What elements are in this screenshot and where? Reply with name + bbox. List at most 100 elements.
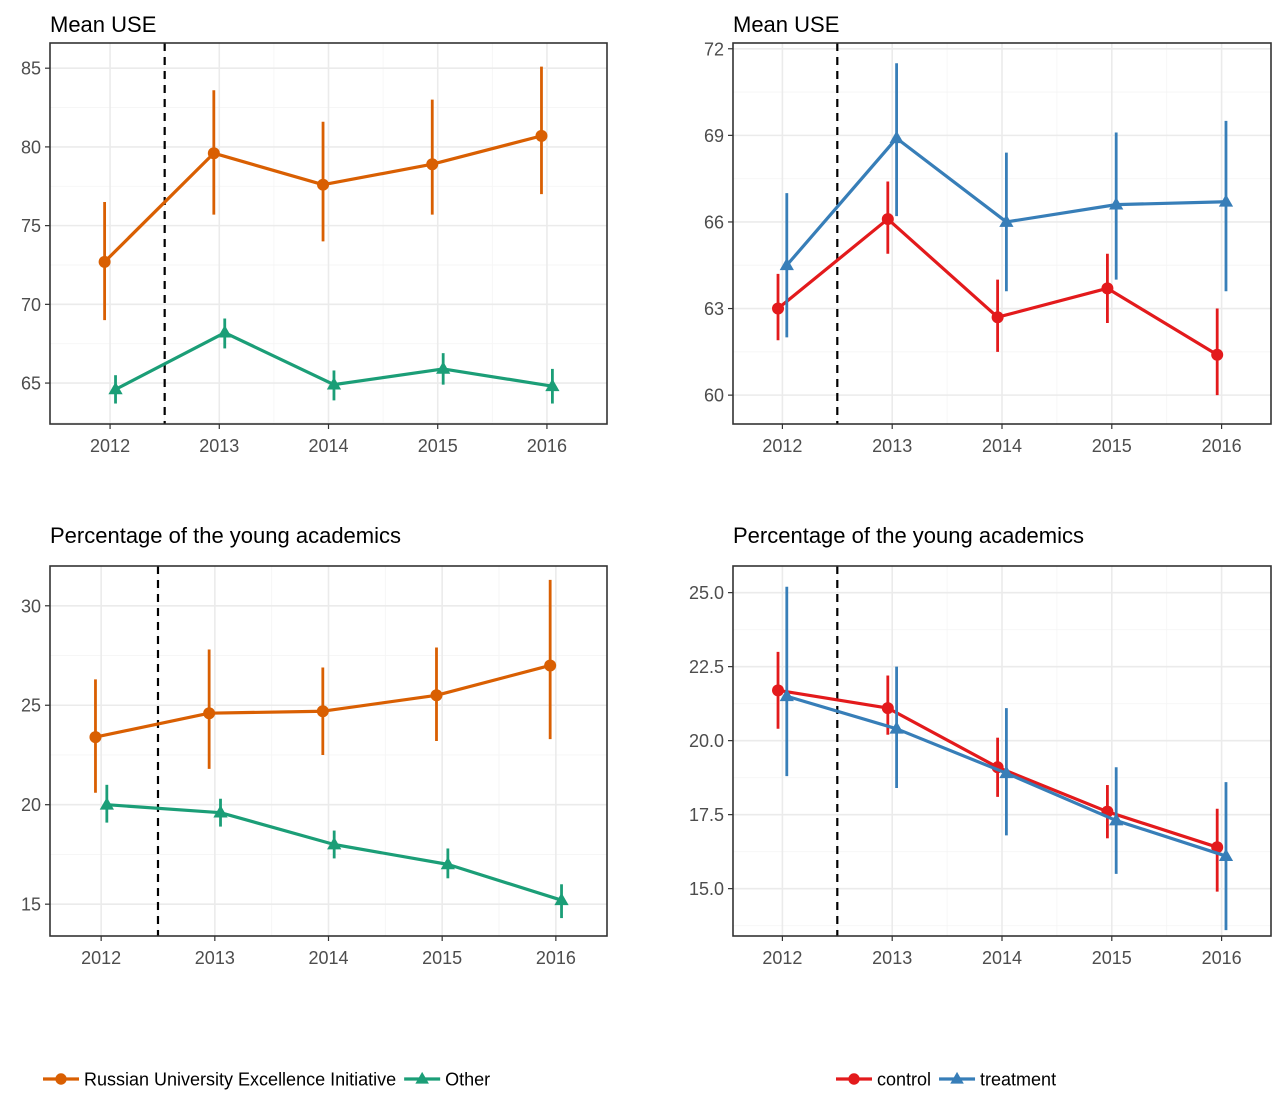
- legend-label: Russian University Excellence Initiative: [84, 1070, 396, 1090]
- data-point: [1211, 348, 1224, 361]
- data-point: [440, 856, 455, 870]
- legend-item: Other: [404, 1070, 490, 1090]
- data-point: [881, 702, 894, 715]
- x-tick-label: 2013: [195, 948, 235, 968]
- series-treatment: [779, 586, 1234, 931]
- legend-item: Russian University Excellence Initiative: [43, 1070, 396, 1090]
- x-tick-label: 2014: [982, 436, 1022, 456]
- data-point: [99, 797, 114, 810]
- x-tick-label: 2016: [1202, 948, 1242, 968]
- data-point: [889, 130, 904, 144]
- y-tick-label: 20: [21, 795, 41, 815]
- x-tick-label: 2015: [418, 436, 458, 456]
- x-tick-label: 2015: [1092, 948, 1132, 968]
- data-point: [430, 689, 443, 702]
- data-point: [1109, 813, 1124, 826]
- series-russian-university-excellence-initiative: [89, 579, 557, 793]
- legend-1: Russian University Excellence Initiative…: [43, 1070, 490, 1090]
- panel-title: Percentage of the young academics: [733, 523, 1084, 548]
- panel-title: Percentage of the young academics: [50, 523, 401, 548]
- y-tick-label: 20.0: [689, 731, 724, 751]
- legend-item: treatment: [939, 1070, 1056, 1090]
- series-russian-university-excellence-initiative: [98, 66, 548, 321]
- y-tick-label: 22.5: [689, 657, 724, 677]
- y-tick-label: 60: [704, 386, 724, 406]
- y-tick-label: 66: [704, 212, 724, 232]
- data-point: [991, 311, 1004, 324]
- y-tick-label: 25: [21, 696, 41, 716]
- legend-key-marker: [848, 1073, 860, 1085]
- x-tick-label: 2013: [199, 436, 239, 456]
- data-point: [207, 147, 220, 160]
- y-tick-label: 15.0: [689, 879, 724, 899]
- y-tick-label: 69: [704, 126, 724, 146]
- panel-4: 15.0 17.5 20.0 22.5 25.0 2012 2013 2014 2015 2016…: [689, 523, 1272, 968]
- legend-label: control: [877, 1070, 931, 1090]
- legend-label: treatment: [980, 1070, 1056, 1090]
- x-tick-label: 2015: [422, 948, 462, 968]
- data-point: [999, 214, 1014, 227]
- panel-1: 65 70 75 80 85 2012 2013 2014 2015 2016 Mean USE: [21, 12, 608, 456]
- data-point: [327, 836, 342, 850]
- panel-title: Mean USE: [733, 12, 839, 37]
- y-tick-label: 85: [21, 59, 41, 79]
- data-point: [544, 659, 557, 672]
- data-point: [436, 361, 451, 374]
- y-tick-label: 72: [704, 39, 724, 59]
- y-tick-label: 75: [21, 216, 41, 236]
- data-point: [772, 302, 785, 315]
- x-tick-label: 2014: [308, 948, 348, 968]
- legend-label: Other: [445, 1070, 490, 1090]
- x-tick-label: 2012: [762, 436, 802, 456]
- data-point: [316, 705, 329, 718]
- x-tick-label: 2014: [308, 436, 348, 456]
- legend-key-marker: [950, 1071, 964, 1084]
- data-point: [326, 377, 342, 390]
- data-point: [889, 721, 904, 734]
- data-point: [779, 257, 794, 271]
- x-tick-label: 2012: [90, 436, 130, 456]
- panel-2: 60 63 66 69 72 2012 2013 2014 2015 2016 Mean USE: [704, 12, 1272, 456]
- y-tick-label: 70: [21, 295, 41, 315]
- series-control: [772, 181, 1224, 396]
- panel-title: Mean USE: [50, 12, 156, 37]
- legend-key-marker: [55, 1073, 67, 1085]
- series-other: [108, 318, 560, 404]
- data-point: [554, 892, 569, 906]
- data-point: [203, 707, 216, 720]
- data-point: [1218, 194, 1234, 207]
- legend-2: control treatment: [836, 1070, 1056, 1090]
- data-point: [213, 805, 228, 818]
- x-tick-label: 2013: [872, 436, 912, 456]
- legend-key-marker: [415, 1071, 429, 1084]
- data-point: [772, 684, 785, 697]
- data-point: [89, 731, 102, 744]
- legend-item: control: [836, 1070, 931, 1090]
- data-point: [98, 255, 111, 268]
- data-point: [545, 378, 560, 392]
- data-point: [535, 129, 548, 142]
- y-tick-label: 63: [704, 299, 724, 319]
- data-point: [1211, 841, 1224, 854]
- series-other: [99, 784, 569, 919]
- data-point: [108, 381, 123, 395]
- y-tick-label: 25.0: [689, 583, 724, 603]
- series-treatment: [779, 63, 1234, 338]
- y-tick-label: 80: [21, 137, 41, 157]
- x-tick-label: 2012: [762, 948, 802, 968]
- x-tick-label: 2013: [872, 948, 912, 968]
- data-point: [1109, 197, 1124, 210]
- x-tick-label: 2014: [982, 948, 1022, 968]
- data-point: [1101, 282, 1114, 295]
- y-tick-label: 15: [21, 895, 41, 915]
- x-tick-label: 2016: [1202, 436, 1242, 456]
- data-point: [1218, 848, 1234, 861]
- panel-3: 15 20 25 30 2012 2013 2014 2015 2016 Percentage o…: [21, 523, 608, 968]
- data-point: [217, 325, 232, 338]
- data-point: [426, 158, 439, 171]
- data-point: [999, 765, 1014, 779]
- y-tick-label: 65: [21, 374, 41, 394]
- x-tick-label: 2016: [536, 948, 576, 968]
